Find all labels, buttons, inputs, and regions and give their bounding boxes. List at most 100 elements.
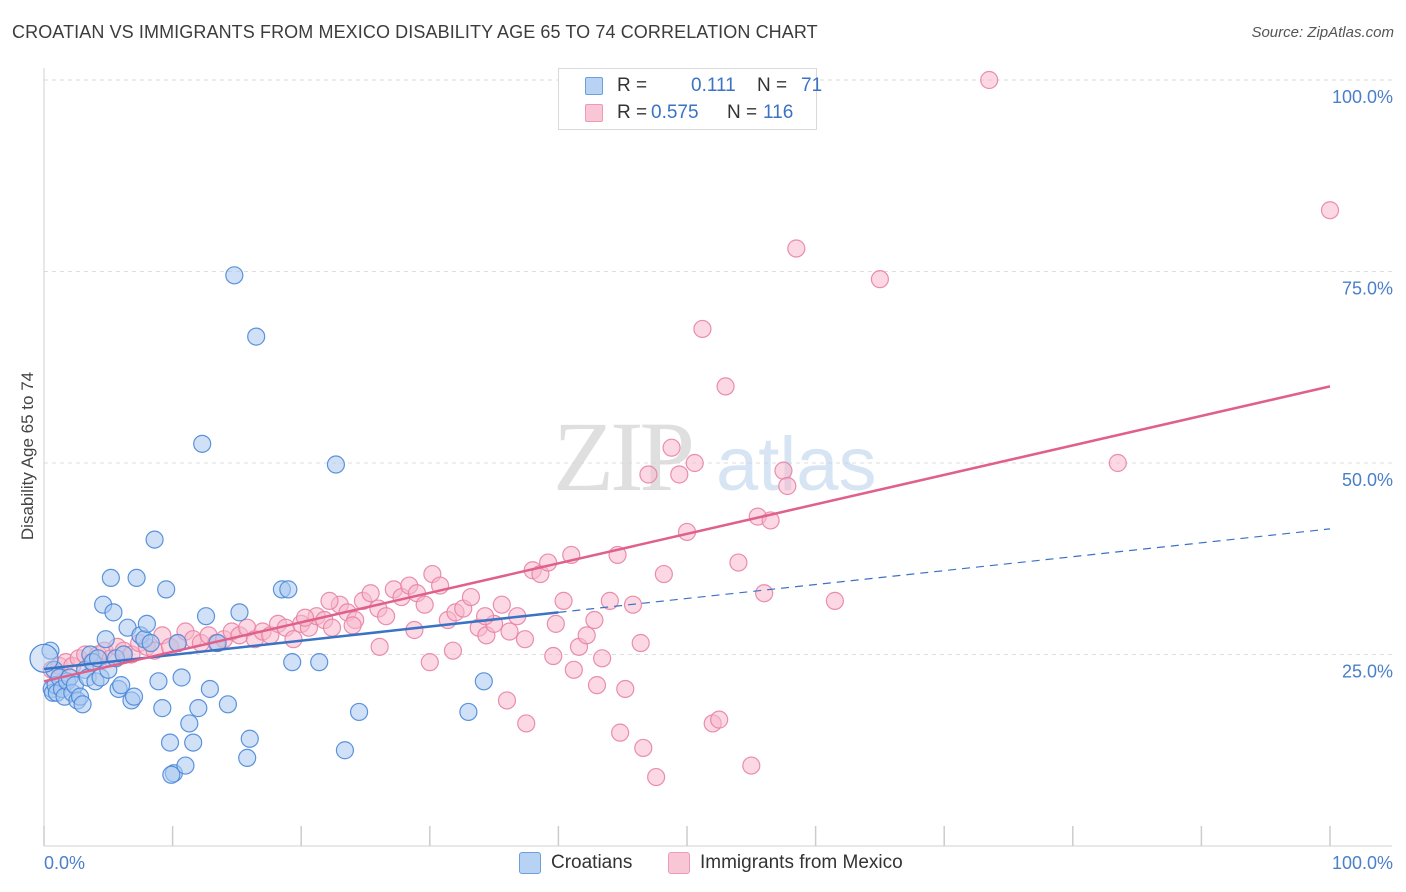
- mexico-point: [515, 630, 535, 649]
- croatians-point: [279, 580, 298, 599]
- croatians-point: [459, 702, 478, 722]
- croatians-point: [193, 434, 212, 453]
- mexico-point: [443, 641, 463, 660]
- legend-r-value: 0.575: [651, 102, 699, 123]
- mexico-point: [685, 453, 704, 473]
- source-label: Source: ZipAtlas.com: [1251, 24, 1394, 41]
- trend-lines: [43, 385, 1331, 683]
- mexico-point: [787, 239, 806, 258]
- tick-labels: 25.0% 50.0% 75.0% 100.0% 0.0% 100.0%: [44, 87, 1393, 873]
- mexico-point: [870, 270, 890, 289]
- legend-swatch-blue: [585, 77, 603, 95]
- legend-n-value: 116: [763, 102, 794, 123]
- series-croatians-points: [29, 266, 493, 784]
- croatians-point: [41, 641, 60, 660]
- mexico-point: [729, 553, 748, 572]
- croatians-point: [127, 568, 146, 588]
- croatians-point: [176, 756, 195, 775]
- legend-r-label: R =: [617, 102, 648, 123]
- mexico-point: [284, 630, 303, 649]
- grid-lines: [44, 79, 1392, 655]
- mexico-point: [497, 691, 517, 710]
- series-immigrants-from-mexico-points: [42, 70, 1340, 787]
- mexico-point: [587, 676, 607, 695]
- mexico-point: [600, 591, 619, 610]
- croatians-point: [153, 699, 172, 718]
- mexico-point: [634, 738, 653, 758]
- croatians-point-cluster: [29, 643, 59, 673]
- croatians-point: [149, 672, 168, 691]
- mexico-point: [500, 622, 519, 641]
- mexico-point: [361, 584, 380, 603]
- mexico-point: [320, 591, 339, 610]
- mexico-point: [585, 610, 604, 630]
- mexico-point: [778, 476, 797, 496]
- mexico-point: [647, 767, 666, 787]
- croatians-point: [124, 687, 144, 706]
- chart-title: CROATIAN VS IMMIGRANTS FROM MEXICO DISAB…: [12, 22, 818, 42]
- x-tick-label-min: 0.0%: [44, 853, 85, 873]
- mexico-point: [546, 614, 565, 633]
- croatians-point: [240, 729, 259, 748]
- croatians-point: [474, 672, 493, 691]
- croatians-point: [73, 695, 92, 714]
- mexico-point: [716, 377, 735, 396]
- croatians-point: [162, 765, 181, 784]
- mexico-point: [662, 438, 681, 457]
- legend-swatch-pink: [585, 104, 603, 122]
- croatians-trend-extension: [558, 528, 1331, 613]
- series-legend: Croatians Immigrants from Mexico: [0, 852, 1406, 878]
- mexico-point: [376, 607, 396, 626]
- mexico-point: [611, 723, 630, 742]
- axes: [43, 68, 1392, 847]
- mexico-point: [654, 564, 673, 584]
- legend-swatch-croatians: [519, 852, 541, 874]
- mexico-point: [322, 618, 342, 637]
- croatians-trend-line: [43, 611, 559, 671]
- legend-r-label: R =: [617, 75, 648, 96]
- mexico-point: [631, 633, 650, 653]
- croatians-point: [200, 679, 219, 699]
- legend-swatch-mexico: [668, 852, 690, 874]
- mexico-point: [461, 587, 481, 607]
- mexico-point: [370, 637, 389, 656]
- legend-r-value: 0.111: [691, 75, 736, 96]
- croatians-point: [96, 630, 115, 649]
- croatians-point: [101, 568, 120, 588]
- croatians-point: [247, 327, 266, 346]
- croatians-point: [184, 733, 203, 752]
- mexico-point: [492, 595, 511, 614]
- croatians-point: [349, 702, 369, 722]
- mexico-point: [693, 319, 712, 339]
- mexico-point: [343, 616, 362, 635]
- mexico-point: [1108, 453, 1127, 473]
- correlation-legend: R = 0.111 N = 71 R = 0.575 N = 116: [558, 68, 822, 130]
- croatians-point: [157, 580, 176, 599]
- legend-label-mexico: Immigrants from Mexico: [700, 852, 903, 873]
- croatians-point: [180, 714, 199, 733]
- legend-item-immigrants-from-mexico[interactable]: Immigrants from Mexico: [668, 852, 903, 874]
- mexico-point: [980, 70, 999, 90]
- croatians-point: [326, 455, 346, 474]
- mexico-trend-line: [43, 385, 1331, 683]
- croatians-point: [335, 741, 355, 760]
- mexico-point: [539, 553, 558, 572]
- croatians-point: [196, 607, 216, 626]
- mexico-point: [564, 660, 583, 679]
- croatians-point: [137, 614, 156, 633]
- croatians-point: [189, 699, 208, 718]
- croatians-point: [104, 603, 123, 622]
- y-tick-label: 25.0%: [1342, 662, 1393, 682]
- mexico-point: [774, 461, 793, 480]
- croatians-point: [225, 266, 244, 285]
- mexico-point: [544, 646, 563, 666]
- legend-n-value: 71: [801, 75, 823, 96]
- croatians-point: [141, 633, 160, 653]
- croatians-point: [218, 695, 237, 714]
- croatians-point: [160, 733, 180, 752]
- legend-item-croatians[interactable]: Croatians: [519, 852, 632, 874]
- croatians-point: [238, 748, 257, 768]
- mexico-point: [1320, 201, 1340, 220]
- mexico-point: [639, 465, 658, 484]
